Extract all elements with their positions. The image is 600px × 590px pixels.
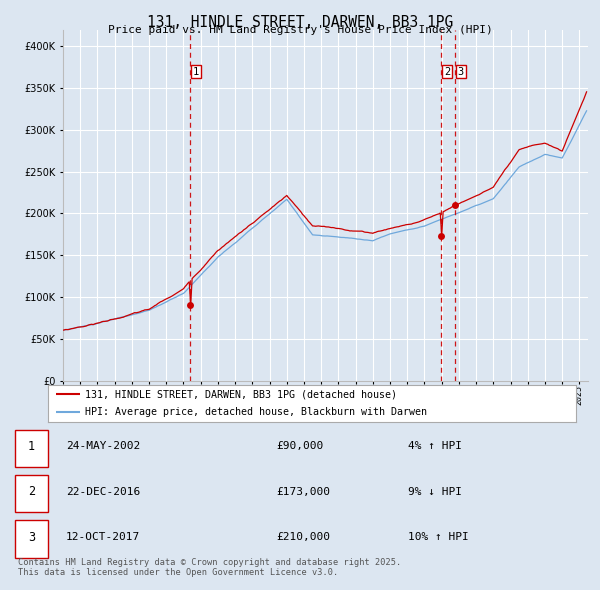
- Text: 2: 2: [444, 67, 450, 77]
- Text: Contains HM Land Registry data © Crown copyright and database right 2025.
This d: Contains HM Land Registry data © Crown c…: [18, 558, 401, 577]
- Text: Price paid vs. HM Land Registry's House Price Index (HPI): Price paid vs. HM Land Registry's House …: [107, 25, 493, 35]
- Text: 1: 1: [28, 440, 35, 453]
- Text: 22-DEC-2016: 22-DEC-2016: [66, 487, 140, 497]
- Point: [437, 231, 446, 241]
- Text: 4% ↑ HPI: 4% ↑ HPI: [408, 441, 462, 451]
- Text: 131, HINDLE STREET, DARWEN, BB3 1PG (detached house): 131, HINDLE STREET, DARWEN, BB3 1PG (det…: [85, 389, 397, 399]
- Text: HPI: Average price, detached house, Blackburn with Darwen: HPI: Average price, detached house, Blac…: [85, 407, 427, 417]
- Text: 24-MAY-2002: 24-MAY-2002: [66, 441, 140, 451]
- Text: 1: 1: [193, 67, 199, 77]
- Text: 9% ↓ HPI: 9% ↓ HPI: [408, 487, 462, 497]
- Text: 12-OCT-2017: 12-OCT-2017: [66, 532, 140, 542]
- Text: 3: 3: [28, 530, 35, 544]
- Text: £90,000: £90,000: [276, 441, 323, 451]
- Text: 10% ↑ HPI: 10% ↑ HPI: [408, 532, 469, 542]
- Text: 131, HINDLE STREET, DARWEN, BB3 1PG: 131, HINDLE STREET, DARWEN, BB3 1PG: [147, 15, 453, 30]
- Text: £173,000: £173,000: [276, 487, 330, 497]
- Text: £210,000: £210,000: [276, 532, 330, 542]
- Point: [451, 201, 460, 210]
- Text: 2: 2: [28, 485, 35, 499]
- Text: 3: 3: [458, 67, 464, 77]
- Point: [185, 301, 195, 310]
